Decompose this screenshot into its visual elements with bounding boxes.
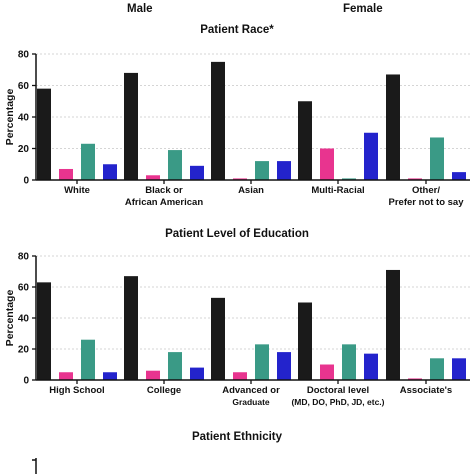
education-bar — [146, 370, 160, 380]
race-bar — [408, 178, 422, 180]
education-category-label: Advanced or — [222, 385, 280, 396]
race-bar — [81, 143, 95, 180]
female-legend-label: Female — [343, 3, 383, 15]
race-bar — [298, 101, 312, 180]
ethnicity-chart-title: Patient Ethnicity — [191, 431, 283, 443]
education-y-tick-label: 60 — [18, 283, 30, 294]
education-category-label: High School — [49, 385, 104, 396]
race-bar — [386, 74, 400, 180]
race-bar — [452, 172, 466, 180]
race-chart-title: Patient Race* — [200, 24, 274, 36]
education-y-tick-label: 0 — [23, 376, 29, 387]
race-bar — [103, 164, 117, 180]
race-bar — [37, 88, 51, 180]
race-category-label: Black or — [145, 185, 183, 196]
race-bar — [59, 168, 73, 180]
education-y-tick-label: 40 — [18, 314, 30, 325]
education-bar — [190, 367, 204, 380]
race-bar — [277, 161, 291, 180]
race-bar — [255, 161, 269, 180]
education-category-label: College — [147, 385, 181, 396]
education-bar — [452, 358, 466, 380]
race-y-axis-label: Percentage — [4, 89, 16, 146]
race-bar — [124, 72, 138, 180]
education-bar — [342, 344, 356, 380]
race-bar — [430, 137, 444, 180]
education-category-label: Doctoral level — [307, 385, 369, 396]
race-y-tick-label: 0 — [23, 176, 29, 187]
education-bar — [255, 344, 269, 380]
education-bar — [233, 372, 247, 380]
race-bar — [211, 61, 225, 180]
education-category-label: Graduate — [232, 397, 270, 407]
race-category-label: Asian — [238, 185, 264, 196]
male-legend-label: Male — [127, 3, 153, 15]
education-y-tick-label: 80 — [18, 252, 30, 263]
education-bar — [211, 297, 225, 380]
race-bar — [342, 178, 356, 180]
race-category-label: Multi-Racial — [311, 185, 364, 196]
education-bar — [37, 282, 51, 380]
race-y-tick-label: 80 — [18, 50, 30, 61]
race-y-tick-label: 60 — [18, 81, 30, 92]
race-bar — [190, 165, 204, 180]
race-y-tick-label: 40 — [18, 113, 30, 124]
race-bar — [146, 175, 160, 180]
race-category-label: Other/ — [412, 185, 440, 196]
race-category-label: White — [64, 185, 90, 196]
race-category-label: African American — [125, 197, 204, 208]
education-category-label: Associate's — [400, 385, 452, 396]
race-bar — [320, 148, 334, 180]
education-bar — [81, 339, 95, 380]
education-bar — [277, 352, 291, 380]
education-bar — [59, 372, 73, 380]
race-bar — [233, 178, 247, 180]
education-bar — [386, 269, 400, 380]
race-bar — [364, 132, 378, 180]
education-y-tick-label: 20 — [18, 345, 30, 356]
education-y-axis-label: Percentage — [4, 290, 16, 347]
education-bar — [320, 364, 334, 380]
education-bar — [124, 276, 138, 380]
education-bar — [168, 352, 182, 380]
race-bar — [168, 150, 182, 180]
education-category-label: (MD, DO, PhD, JD, etc.) — [291, 397, 384, 407]
race-y-tick-label: 20 — [18, 144, 30, 155]
education-chart-title: Patient Level of Education — [165, 228, 309, 240]
education-bar — [430, 358, 444, 380]
education-bar — [408, 378, 422, 380]
education-bar — [103, 372, 117, 380]
education-bar — [298, 302, 312, 380]
education-bar — [364, 353, 378, 380]
race-category-label: Prefer not to say — [389, 197, 465, 208]
